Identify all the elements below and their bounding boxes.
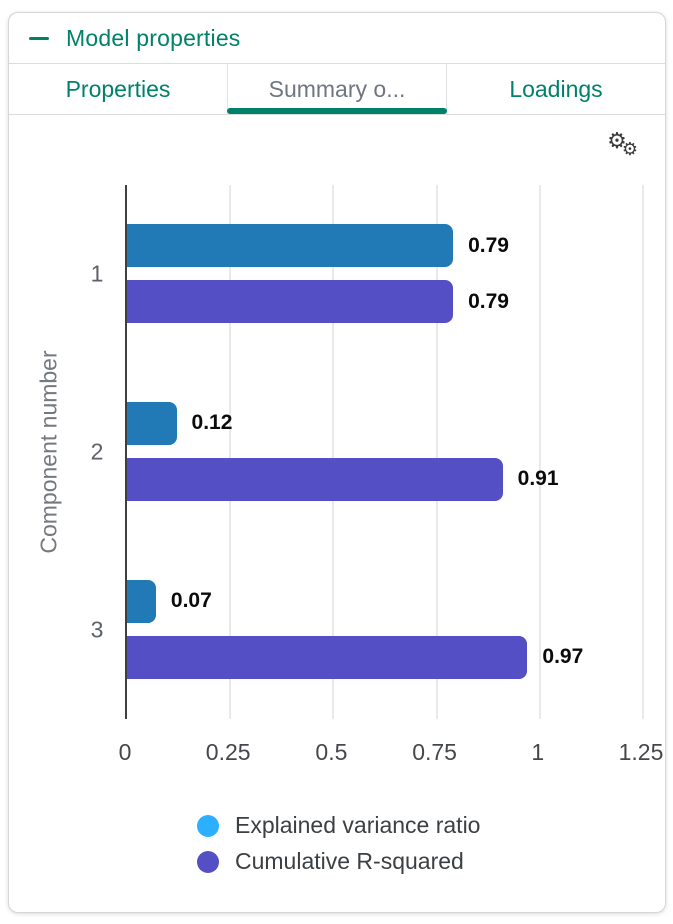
- gridline: [538, 185, 541, 719]
- legend-label: Explained variance ratio: [235, 812, 481, 838]
- category-row: 3 0.07 0.97: [91, 541, 643, 719]
- legend-item[interactable]: Explained variance ratio: [197, 812, 480, 839]
- chart: ⚙⚙ Component number 1 0.79 0.79 2 0.12 0.91 3 0…: [9, 115, 665, 912]
- x-tick-label: 0.5: [315, 739, 348, 765]
- x-tick-label: 0.25: [205, 739, 251, 765]
- category-row: 1 0.79 0.79: [91, 185, 643, 363]
- bar-group: 0.79 0.79: [127, 224, 643, 336]
- x-axis-labels: 0 0.25 0.5 0.75 1 1.25: [119, 739, 664, 769]
- legend-dot: [197, 814, 219, 837]
- y-axis-title: Component number: [35, 350, 62, 554]
- bar-line: 0.97: [127, 635, 643, 679]
- category-label: 3: [90, 616, 104, 643]
- model-properties-panel: Model properties Properties Summary o... L…: [8, 12, 666, 913]
- bar-cumulative-r-squared[interactable]: [127, 635, 528, 679]
- bar-line: 0.12: [127, 401, 643, 445]
- tab-summary-o[interactable]: Summary o...: [227, 64, 447, 114]
- bar-value-label: 0.79: [468, 233, 509, 257]
- bar-cumulative-r-squared[interactable]: [127, 457, 503, 501]
- category-label: 1: [90, 260, 104, 287]
- panel-title: Model properties: [66, 24, 241, 51]
- bar-line: 0.07: [127, 579, 643, 623]
- bar-cumulative-r-squared[interactable]: [127, 280, 454, 323]
- bar-value-label: 0.12: [191, 411, 233, 435]
- gear-icon: ⚙: [607, 129, 627, 154]
- bar-explained-variance-ratio[interactable]: [127, 224, 454, 267]
- gridline: [435, 185, 438, 719]
- bar-group: 0.07 0.97: [127, 579, 643, 692]
- category-label: 2: [90, 438, 104, 465]
- bar-group: 0.12 0.91: [127, 401, 643, 514]
- x-tick-label: 0.75: [412, 739, 457, 765]
- tab-loadings[interactable]: Loadings: [509, 75, 603, 102]
- bar-explained-variance-ratio[interactable]: [127, 579, 156, 623]
- plot-area: 1 0.79 0.79 2 0.12 0.91 3 0.07 0.97: [91, 185, 644, 719]
- gear-icon: ⚙: [621, 139, 638, 160]
- x-tick-label: 1.25: [618, 739, 664, 765]
- bar-line: 0.91: [127, 457, 643, 501]
- chart-legend: Explained variance ratio Cumulative R-squ…: [197, 812, 480, 875]
- gridline: [642, 185, 644, 719]
- settings-button[interactable]: ⚙⚙: [607, 129, 643, 159]
- bar-value-label: 0.79: [468, 289, 509, 313]
- x-tick-label: 0: [118, 739, 132, 765]
- bar-line: 0.79: [127, 224, 643, 267]
- gridline: [332, 185, 335, 719]
- category-row: 2 0.12 0.91: [91, 363, 643, 541]
- panel-header: Model properties: [9, 13, 665, 64]
- gridline: [229, 185, 232, 719]
- x-tick-label: 1: [531, 739, 545, 765]
- tab-properties[interactable]: Properties: [65, 75, 171, 102]
- bar-line: 0.79: [127, 280, 643, 323]
- legend-label: Cumulative R-squared: [235, 848, 464, 874]
- bar-explained-variance-ratio[interactable]: [127, 401, 177, 445]
- legend-dot: [197, 850, 219, 873]
- legend-item[interactable]: Cumulative R-squared: [197, 848, 480, 875]
- bar-value-label: 0.91: [517, 467, 559, 491]
- bar-value-label: 0.07: [170, 589, 212, 613]
- collapse-minus-icon[interactable]: [29, 36, 49, 40]
- bar-value-label: 0.97: [542, 645, 584, 669]
- tabs: Properties Summary o... Loadings: [9, 64, 665, 115]
